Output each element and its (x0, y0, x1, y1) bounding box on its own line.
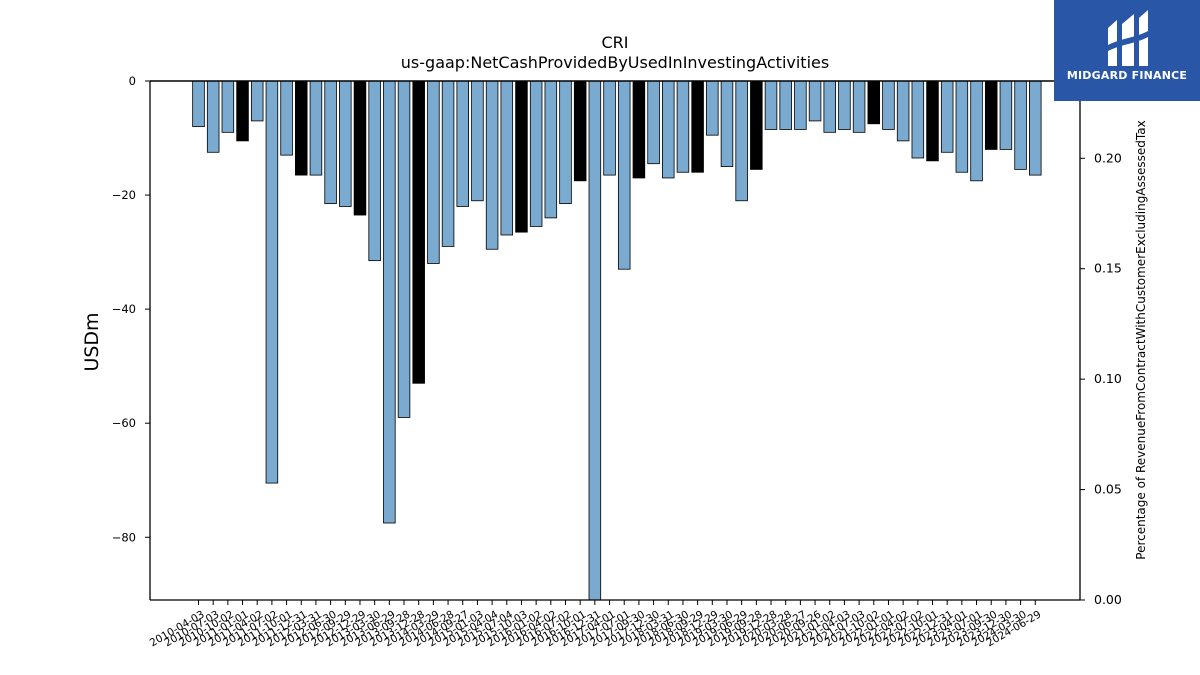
bar (691, 80, 704, 173)
bar (500, 80, 514, 236)
bar (750, 80, 763, 170)
bar (823, 80, 836, 133)
bar (838, 80, 851, 130)
bar (911, 80, 925, 159)
y-tick-label-left: −80 (112, 530, 136, 544)
y-tick-label-left: −20 (112, 188, 136, 202)
bar (603, 80, 616, 176)
bar (955, 80, 969, 173)
bar (926, 80, 939, 162)
bar (764, 80, 778, 130)
bar (896, 80, 910, 142)
bar (206, 80, 220, 153)
y-tick-label-right: 0.15 (1094, 261, 1122, 276)
bar (735, 80, 748, 202)
bar (1029, 80, 1042, 176)
chart-title: CRI (601, 33, 629, 52)
bar (353, 80, 367, 216)
bar (940, 80, 954, 153)
bar (236, 80, 249, 142)
bar (706, 80, 719, 136)
bar (559, 80, 572, 205)
bars-group (192, 80, 1042, 601)
bar (970, 80, 983, 182)
bar (632, 80, 646, 179)
bar (999, 80, 1013, 150)
y-tick-label-left: −60 (112, 416, 136, 430)
y-tick-label-right: 0.20 (1094, 150, 1122, 165)
bar (544, 80, 558, 219)
y-axis-label-left: USDm (81, 312, 103, 372)
bar (427, 80, 440, 264)
logo-text: MIDGARD FINANCE (1066, 69, 1188, 82)
bar (471, 80, 484, 202)
bar (280, 80, 293, 156)
bar (324, 80, 337, 205)
bar (588, 80, 602, 601)
bar (339, 80, 352, 207)
bar (529, 80, 543, 227)
bar (192, 80, 205, 128)
bar (221, 80, 235, 133)
bar (295, 80, 308, 176)
y-tick-label-right: 0.00 (1094, 592, 1122, 607)
brand-logo: MIDGARD FINANCE (1054, 0, 1200, 101)
bar (383, 80, 396, 524)
bar (265, 80, 279, 484)
bar (1014, 80, 1027, 170)
bar (794, 80, 807, 130)
bar (573, 80, 587, 182)
bar (309, 80, 323, 176)
chart-subtitle: us-gaap:NetCashProvidedByUsedInInvesting… (400, 53, 830, 72)
bar (412, 80, 425, 384)
logo-mark-icon (1106, 10, 1150, 66)
bar (515, 80, 528, 233)
bar (617, 80, 631, 270)
bar (779, 80, 792, 130)
y-tick-label-right: 0.05 (1094, 482, 1122, 497)
bar (456, 80, 469, 207)
y-axis-label-right: Percentage of RevenueFromContractWithCus… (1134, 120, 1148, 560)
y-tick-label-left: −40 (112, 302, 136, 316)
bar (368, 80, 381, 262)
bar (485, 80, 499, 250)
bar (441, 80, 455, 247)
bar (882, 80, 895, 130)
bar (676, 80, 690, 173)
bar (808, 80, 822, 122)
bar (662, 80, 675, 179)
bar (397, 80, 411, 418)
bar (984, 80, 998, 150)
bar (250, 80, 264, 122)
bar (647, 80, 660, 165)
y-tick-label-left: 0 (129, 74, 136, 88)
bar (720, 80, 734, 167)
y-tick-label-right: 0.10 (1094, 371, 1122, 386)
bar (867, 80, 881, 125)
bar (852, 80, 866, 133)
